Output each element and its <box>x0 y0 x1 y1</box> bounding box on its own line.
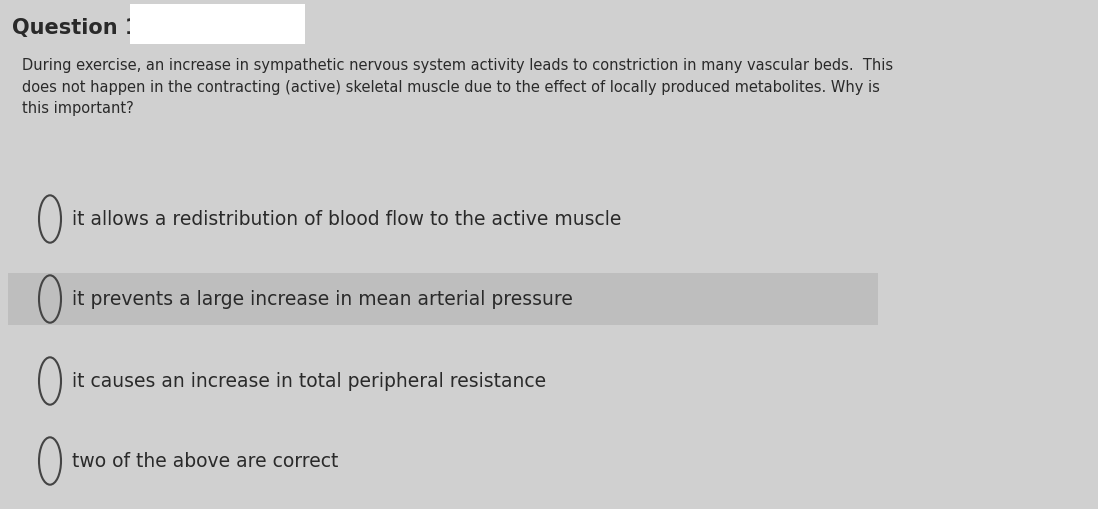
Text: During exercise, an increase in sympathetic nervous system activity leads to con: During exercise, an increase in sympathe… <box>22 58 893 116</box>
Text: two of the above are correct: two of the above are correct <box>72 451 338 471</box>
Text: it causes an increase in total peripheral resistance: it causes an increase in total periphera… <box>72 372 546 391</box>
Text: it allows a redistribution of blood flow to the active muscle: it allows a redistribution of blood flow… <box>72 210 621 229</box>
Text: it prevents a large increase in mean arterial pressure: it prevents a large increase in mean art… <box>72 290 573 309</box>
FancyBboxPatch shape <box>130 5 305 45</box>
FancyBboxPatch shape <box>8 273 878 325</box>
Text: Question 11: Question 11 <box>12 18 154 38</box>
